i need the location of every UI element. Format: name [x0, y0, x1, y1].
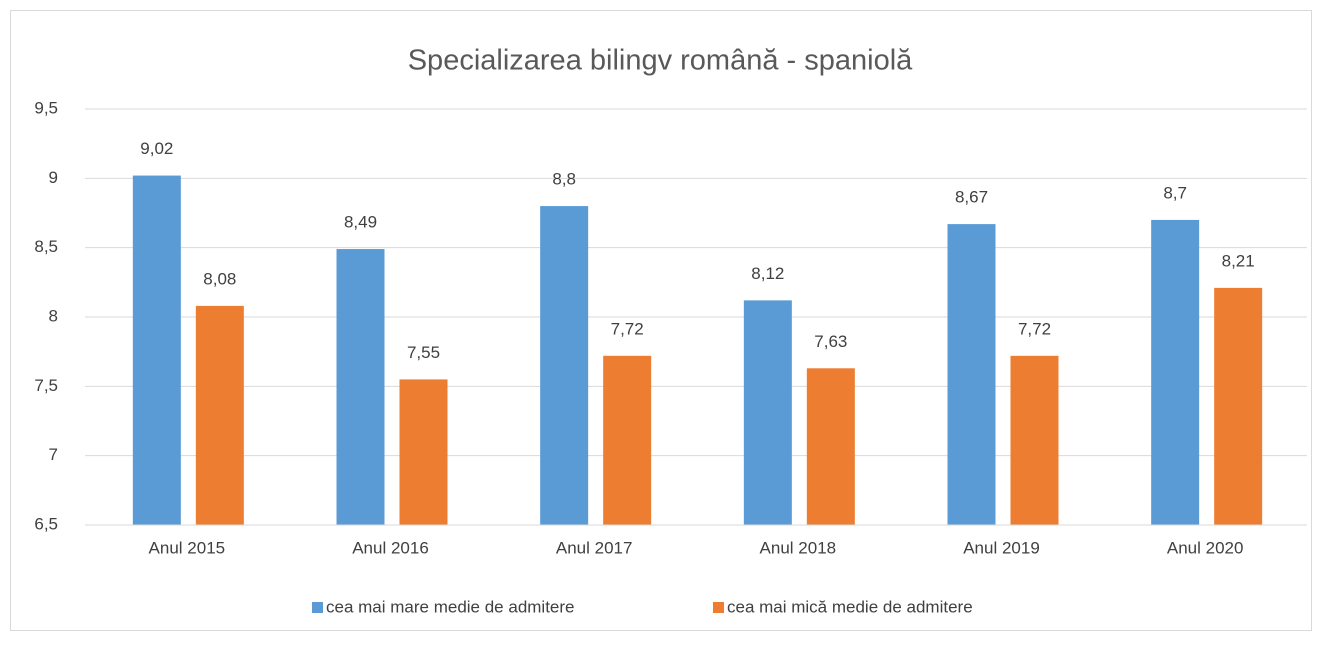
bar [1214, 287, 1263, 525]
data-label: 8,67 [955, 188, 988, 207]
y-tick-label: 9,5 [34, 98, 58, 117]
legend-label: cea mai mică medie de admitere [727, 597, 973, 616]
bar [336, 249, 385, 525]
y-tick-label: 7,5 [34, 376, 58, 395]
y-tick-label: 8,5 [34, 237, 58, 256]
bar [399, 379, 448, 525]
bar [603, 355, 652, 525]
legend-swatch [312, 602, 323, 613]
data-label: 7,72 [611, 319, 644, 338]
data-label: 8,12 [751, 264, 784, 283]
data-label: 8,08 [203, 269, 236, 288]
x-tick-label: Anul 2017 [556, 538, 633, 557]
data-label: 8,7 [1163, 183, 1187, 202]
chart-title: Specializarea bilingv română - spaniolă [408, 45, 913, 77]
data-label: 8,49 [344, 213, 377, 232]
bar [806, 368, 855, 525]
y-tick-label: 9 [49, 168, 58, 187]
bar [1151, 219, 1200, 525]
y-tick-label: 6,5 [34, 514, 58, 533]
bar [1010, 355, 1059, 525]
bar [743, 300, 792, 525]
data-label: 9,02 [140, 139, 173, 158]
data-label: 7,55 [407, 343, 440, 362]
y-tick-label: 8 [49, 306, 58, 325]
legend-swatch [713, 602, 724, 613]
legend-label: cea mai mare medie de admitere [326, 597, 575, 616]
x-tick-label: Anul 2015 [149, 538, 226, 557]
bar [132, 175, 181, 525]
bar [195, 305, 244, 525]
data-label: 7,63 [814, 332, 847, 351]
x-tick-label: Anul 2020 [1167, 538, 1244, 557]
x-tick-label: Anul 2016 [352, 538, 429, 557]
bar [540, 206, 589, 526]
x-tick-label: Anul 2018 [760, 538, 837, 557]
y-tick-label: 7 [49, 445, 58, 464]
x-tick-label: Anul 2019 [963, 538, 1040, 557]
data-label: 7,72 [1018, 319, 1051, 338]
data-label: 8,8 [552, 170, 576, 189]
bar [947, 224, 996, 526]
data-label: 8,21 [1222, 251, 1255, 270]
